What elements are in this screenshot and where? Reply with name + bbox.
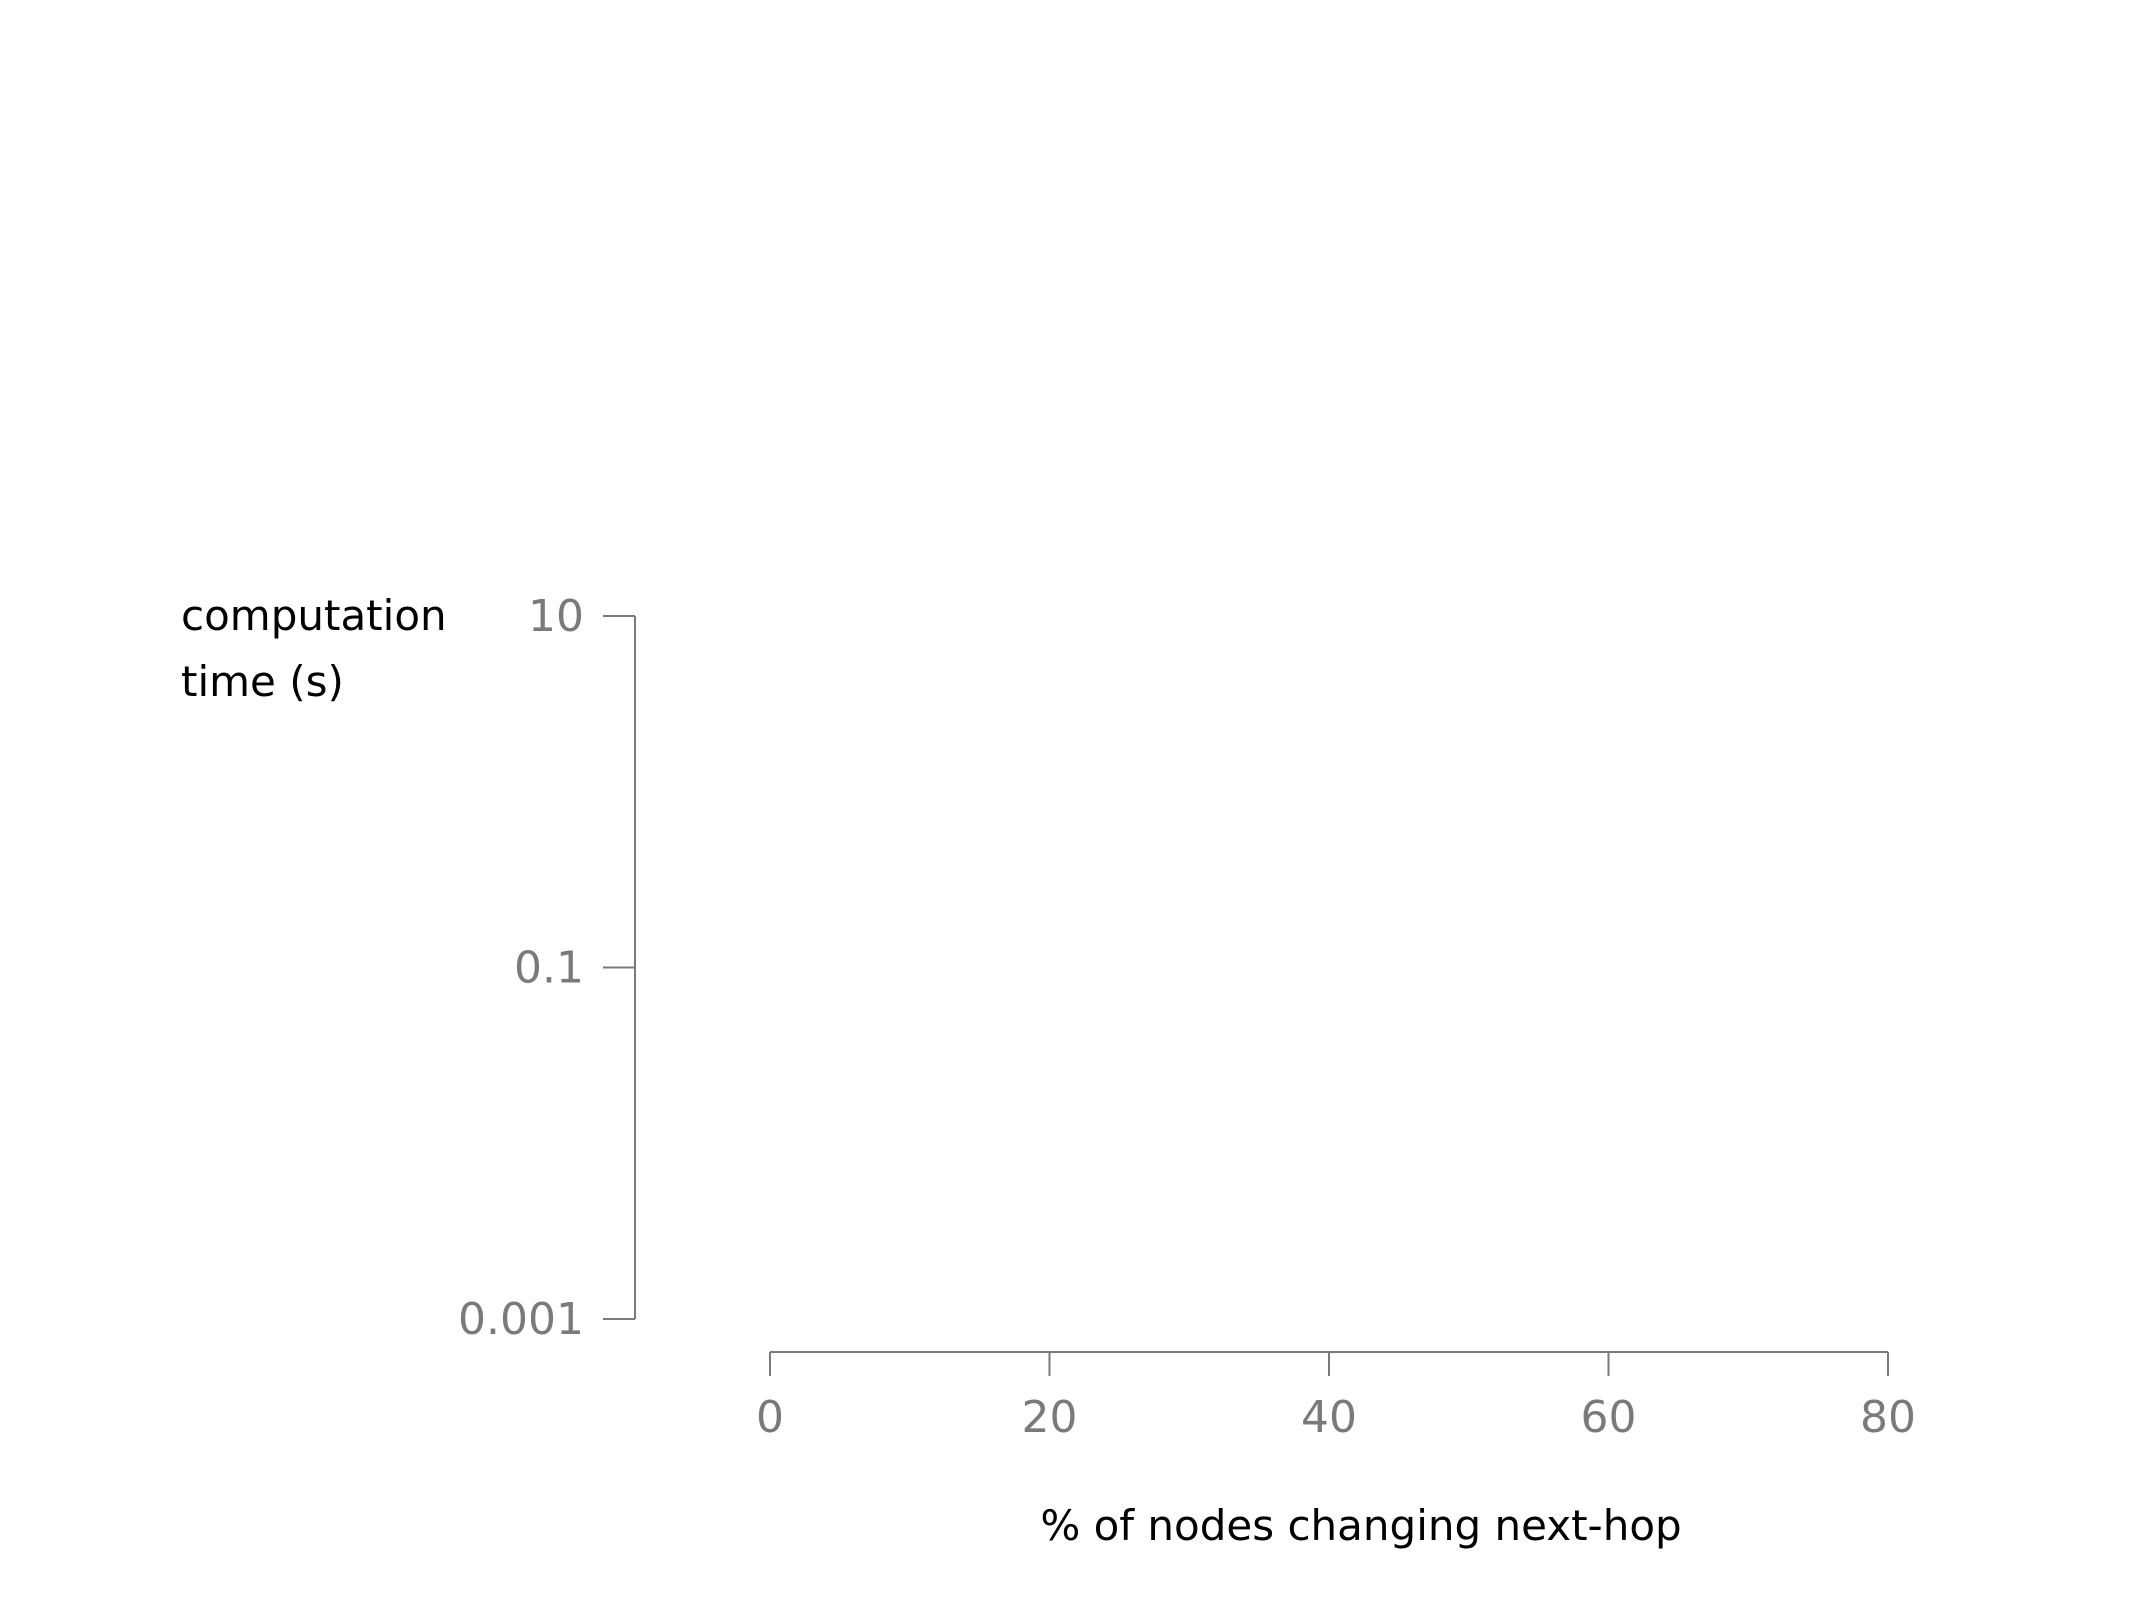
x-tick-label: 60 <box>1581 1392 1637 1443</box>
x-axis-label: % of nodes changing next-hop <box>1040 1501 1681 1550</box>
y-axis: 10 0.1 0.001 <box>458 591 636 1345</box>
x-tick-label: 40 <box>1301 1392 1357 1443</box>
y-tick-label: 10 <box>528 591 584 642</box>
x-tick-label: 20 <box>1022 1392 1078 1443</box>
y-tick-label: 0.1 <box>514 943 584 994</box>
y-axis-label-line-2: time (s) <box>181 657 344 706</box>
x-axis: 0 20 40 60 80 <box>756 1351 1916 1443</box>
y-axis-label-line-1: computation <box>181 591 447 640</box>
y-tick-label: 0.001 <box>458 1294 584 1345</box>
x-tick-label: 80 <box>1860 1392 1916 1443</box>
x-tick-label: 0 <box>756 1392 784 1443</box>
